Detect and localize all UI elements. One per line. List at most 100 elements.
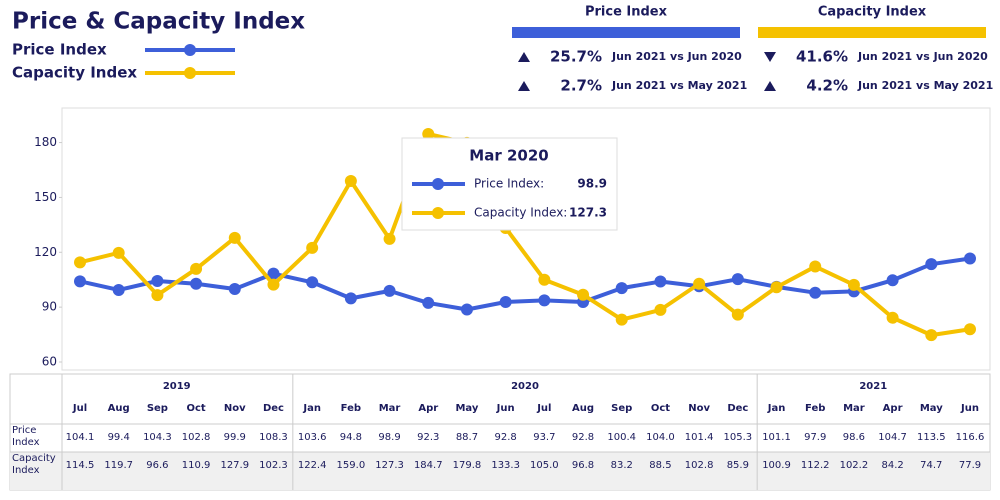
- month-label: Aug: [108, 403, 130, 414]
- data-point: [731, 273, 744, 286]
- tooltip-label: Capacity Index:: [474, 206, 567, 220]
- month-label: Jun: [960, 403, 979, 414]
- month-label: Mar: [379, 403, 401, 414]
- data-point: [383, 232, 396, 245]
- data-point: [615, 282, 628, 295]
- month-label: Oct: [651, 403, 670, 414]
- month-label: Jun: [496, 403, 515, 414]
- summary-change: 2.7%: [560, 77, 602, 95]
- row-label: Capacity Index: [12, 453, 56, 476]
- month-label: Sep: [147, 403, 168, 414]
- month-label: Jul: [536, 403, 551, 414]
- direction-arrow: [518, 52, 530, 62]
- table-value: 105.3: [724, 432, 753, 443]
- table-value: 100.4: [607, 432, 636, 443]
- data-point: [344, 174, 357, 187]
- data-point: [190, 277, 203, 290]
- data-point: [809, 260, 822, 273]
- legend-label: Price Index: [12, 41, 107, 59]
- data-point: [190, 262, 203, 275]
- y-tick-label: 60: [42, 355, 57, 369]
- table-value: 101.4: [685, 432, 714, 443]
- data-point: [151, 274, 164, 287]
- table-value: 104.3: [143, 432, 172, 443]
- table-value: 127.9: [220, 460, 249, 471]
- data-point: [306, 241, 319, 254]
- tooltip-value: 98.9: [577, 177, 607, 191]
- tooltip-swatch-dot: [432, 207, 444, 219]
- data-point: [422, 296, 435, 309]
- data-point: [654, 275, 667, 288]
- month-label: Nov: [688, 403, 710, 414]
- data-point: [499, 296, 512, 309]
- data-point: [847, 278, 860, 291]
- table-value: 105.0: [530, 460, 559, 471]
- data-point: [538, 273, 551, 286]
- table-value: 84.2: [881, 460, 903, 471]
- data-point: [383, 284, 396, 297]
- table-value: 104.0: [646, 432, 675, 443]
- chart-title: Price & Capacity Index: [12, 9, 305, 35]
- data-point: [925, 258, 938, 271]
- legend-label: Capacity Index: [12, 64, 137, 82]
- table-value: 159.0: [337, 460, 366, 471]
- table-value: 114.5: [66, 460, 95, 471]
- table-value: 92.8: [572, 432, 594, 443]
- month-label: Mar: [843, 403, 865, 414]
- table-value: 96.6: [146, 460, 168, 471]
- month-label: Dec: [263, 403, 284, 414]
- summary-bar: [758, 27, 986, 38]
- data-point: [344, 292, 357, 305]
- table-value: 102.8: [685, 460, 714, 471]
- table-value: 119.7: [104, 460, 133, 471]
- plot-frame: [61, 107, 991, 371]
- table-value: 116.6: [956, 432, 985, 443]
- data-point: [809, 286, 822, 299]
- table-value: 74.7: [920, 460, 942, 471]
- table-value: 88.5: [649, 460, 671, 471]
- data-point: [538, 294, 551, 307]
- data-point: [460, 303, 473, 316]
- table-value: 112.2: [801, 460, 830, 471]
- data-point: [731, 308, 744, 321]
- series-line: [79, 256, 971, 312]
- table-value: 110.9: [182, 460, 211, 471]
- data-point: [886, 311, 899, 324]
- data-point: [306, 276, 319, 289]
- table-value: 100.9: [762, 460, 791, 471]
- summary-header: Price Index: [585, 5, 668, 20]
- summary-compare: Jun 2021 vs Jun 2020: [611, 50, 742, 63]
- month-label: May: [920, 403, 943, 414]
- table-value: 83.2: [611, 460, 633, 471]
- table-value: 108.3: [259, 432, 288, 443]
- table-value: 179.8: [453, 460, 482, 471]
- month-label: Oct: [186, 403, 205, 414]
- data-point: [770, 281, 783, 294]
- data-point: [422, 127, 435, 140]
- table-value: 102.8: [182, 432, 211, 443]
- month-label: Sep: [611, 403, 632, 414]
- y-tick-label: 90: [42, 300, 57, 314]
- table-value: 93.7: [533, 432, 555, 443]
- row-label: Price Index: [12, 425, 40, 448]
- data-point: [964, 323, 976, 336]
- data-point: [74, 275, 86, 288]
- table-value: 97.9: [804, 432, 826, 443]
- year-label: 2020: [511, 381, 539, 392]
- table-value: 127.3: [375, 460, 404, 471]
- tooltip-title: Mar 2020: [469, 147, 548, 165]
- table-value: 184.7: [414, 460, 443, 471]
- month-label: Jan: [302, 403, 321, 414]
- summary-compare: Jun 2021 vs May 2021: [857, 79, 993, 92]
- month-label: Nov: [224, 403, 246, 414]
- month-label: Jan: [767, 403, 786, 414]
- data-point: [112, 283, 125, 296]
- series-line: [79, 131, 971, 338]
- data-point: [964, 252, 976, 265]
- data-point: [886, 274, 899, 287]
- legend-swatch-dot: [184, 44, 196, 56]
- month-label: Apr: [418, 403, 438, 414]
- legend-swatch-dot: [184, 67, 196, 79]
- data-point: [228, 283, 241, 296]
- table-value: 98.9: [378, 432, 400, 443]
